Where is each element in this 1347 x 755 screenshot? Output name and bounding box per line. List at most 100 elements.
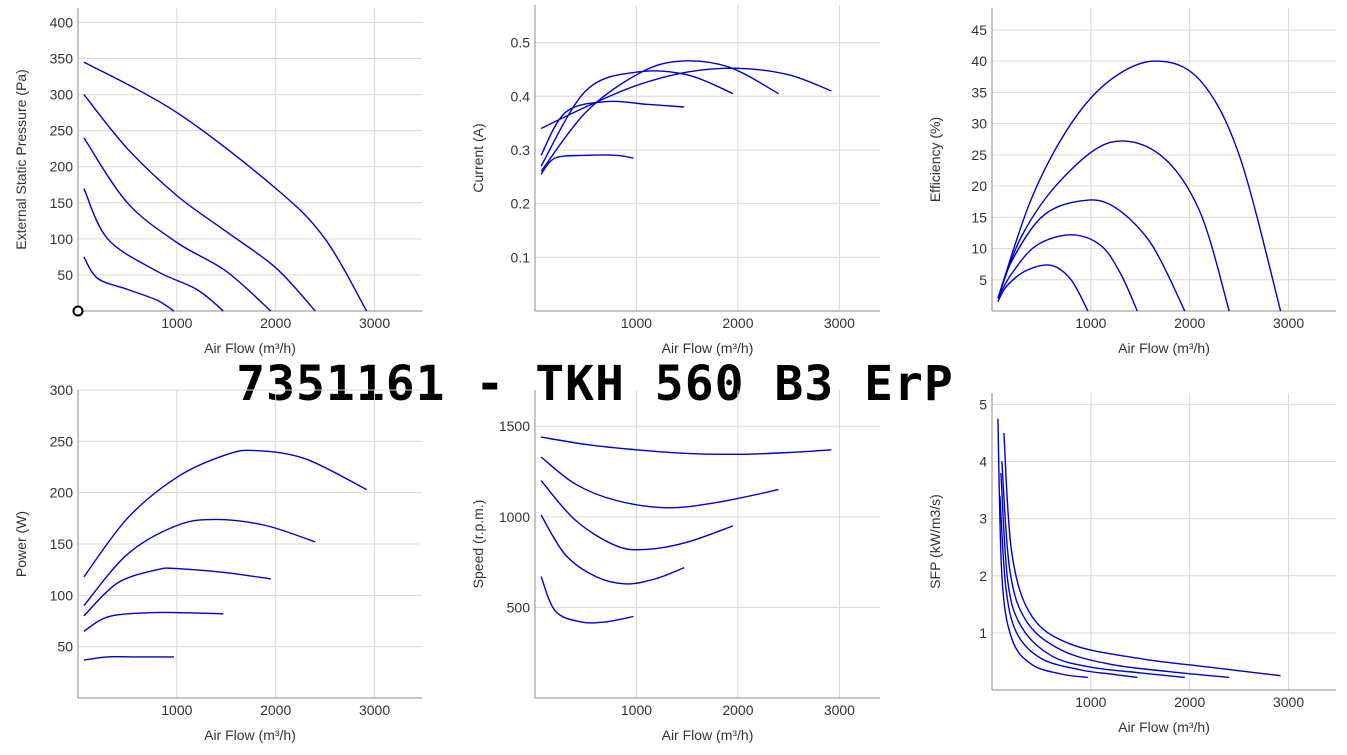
origin-marker (72, 305, 84, 317)
sfp-chart: 1000 2000 3000 1 2 3 4 5 Air Flow (m³/h) SFP (kW/… (927, 393, 1336, 735)
y-tick-label: 500 (507, 599, 531, 615)
y-tick-label: 2 (979, 568, 987, 584)
page-title: 7351161 - TKH 560 B3 ErP (236, 356, 954, 412)
x-tick-label: 3000 (359, 315, 390, 331)
y-tick-label: 1500 (499, 418, 530, 434)
y-tick-label: 0.1 (511, 249, 531, 265)
y-tick-label: 0.4 (511, 88, 531, 104)
x-tick-label: 2000 (260, 702, 291, 718)
y-tick-label: 5 (979, 272, 987, 288)
x-tick-label: 1000 (1075, 694, 1106, 710)
y-tick-label: 250 (50, 123, 74, 139)
y-tick-label: 40 (971, 53, 987, 69)
x-tick-label: 1000 (161, 315, 192, 331)
x-tick-label: 3000 (824, 702, 855, 718)
y-tick-label: 1000 (499, 509, 530, 525)
x-tick-label: 3000 (1273, 694, 1304, 710)
x-tick-label: 3000 (359, 702, 390, 718)
y-tick-label: 3 (979, 511, 987, 527)
speed-chart: 1000 2000 3000 500 1000 1500 Air Flow (m³/h) Sp… (470, 390, 880, 743)
series-line-5 (83, 655, 174, 661)
y-tick-label: 15 (971, 209, 987, 225)
y-tick-label: 0.5 (511, 35, 531, 51)
y-tick-label: 200 (50, 485, 74, 501)
x-tick-label: 2000 (260, 315, 291, 331)
series-line-2 (1001, 461, 1230, 679)
series-line-5 (540, 154, 634, 175)
y-axis-label: Power (W) (13, 511, 29, 577)
pressure-chart: 1000 2000 3000 50 100 150 200 250 300 350 400 Air F… (13, 8, 422, 356)
y-tick-label: 10 (971, 241, 987, 257)
y-tick-label: 50 (57, 267, 73, 283)
x-tick-label: 2000 (1174, 315, 1205, 331)
series-line-2 (83, 94, 316, 312)
y-tick-label: 400 (50, 14, 74, 30)
y-tick-label: 300 (50, 382, 74, 398)
series-line-4 (540, 514, 685, 585)
series-line-3 (1000, 472, 1185, 679)
series-line-5 (540, 576, 634, 624)
y-tick-label: 150 (50, 195, 74, 211)
y-tick-label: 250 (50, 433, 74, 449)
series-line-2 (83, 518, 316, 607)
efficiency-chart: 1000 2000 3000 5 10 15 20 25 30 35 40 45 Air Flow (m… (927, 8, 1336, 356)
series-line-3 (83, 567, 271, 617)
x-axis-label: Air Flow (m³/h) (662, 340, 754, 356)
x-tick-label: 2000 (1174, 694, 1205, 710)
series-line-2 (540, 456, 779, 509)
y-tick-label: 100 (50, 231, 74, 247)
y-tick-label: 50 (57, 639, 73, 655)
series-line-1 (83, 61, 368, 312)
x-axis-label: Air Flow (m³/h) (1118, 340, 1210, 356)
y-tick-label: 150 (50, 536, 74, 552)
series-line-5 (997, 264, 1089, 312)
x-tick-label: 3000 (1273, 315, 1304, 331)
series-line-2 (540, 60, 779, 172)
y-axis-label: External Static Pressure (Pa) (13, 69, 29, 250)
y-tick-label: 100 (50, 587, 74, 603)
x-tick-label: 3000 (824, 315, 855, 331)
x-tick-label: 1000 (1075, 315, 1106, 331)
y-tick-label: 20 (971, 178, 987, 194)
series-line-3 (997, 199, 1186, 312)
series-line-4 (997, 234, 1138, 312)
current-chart: 1000 2000 3000 0.1 0.2 0.3 0.4 0.5 Air Flow (m³/… (470, 5, 880, 356)
series-line-1 (83, 449, 367, 578)
x-tick-label: 2000 (722, 315, 753, 331)
series-line-1 (540, 67, 832, 130)
series-line-5 (997, 418, 1088, 679)
series-line-4 (540, 100, 685, 156)
y-tick-label: 35 (971, 84, 987, 100)
y-tick-label: 5 (979, 396, 987, 412)
series-line-2 (997, 140, 1230, 312)
y-tick-label: 45 (971, 22, 987, 38)
series-line-1 (997, 60, 1282, 312)
x-tick-label: 1000 (161, 702, 192, 718)
y-tick-label: 4 (979, 454, 987, 470)
power-chart: 1000 2000 3000 50 100 150 200 250 300 Air Flow (m… (13, 382, 422, 743)
x-axis-label: Air Flow (m³/h) (1118, 719, 1210, 735)
y-tick-label: 0.2 (511, 196, 531, 212)
series-line-5 (83, 256, 175, 312)
y-tick-label: 25 (971, 147, 987, 163)
y-axis-label: Speed (r.p.m.) (470, 500, 486, 589)
x-tick-label: 1000 (621, 315, 652, 331)
series-line-3 (540, 70, 734, 167)
y-axis-label: Efficiency (%) (927, 117, 943, 202)
y-tick-label: 200 (50, 159, 74, 175)
series-line-4 (83, 188, 224, 312)
series-line-4 (999, 495, 1138, 679)
series-line-1 (1003, 432, 1281, 677)
y-tick-label: 0.3 (511, 142, 531, 158)
x-axis-label: Air Flow (m³/h) (204, 727, 296, 743)
x-axis-label: Air Flow (m³/h) (662, 727, 754, 743)
y-tick-label: 30 (971, 116, 987, 132)
series-line-3 (540, 480, 734, 551)
x-axis-label: Air Flow (m³/h) (204, 340, 296, 356)
x-tick-label: 2000 (722, 702, 753, 718)
series-line-4 (83, 611, 224, 632)
y-tick-label: 300 (50, 87, 74, 103)
series-line-1 (540, 436, 832, 456)
series-line-3 (83, 137, 272, 312)
y-axis-label: SFP (kW/m3/s) (927, 494, 943, 589)
